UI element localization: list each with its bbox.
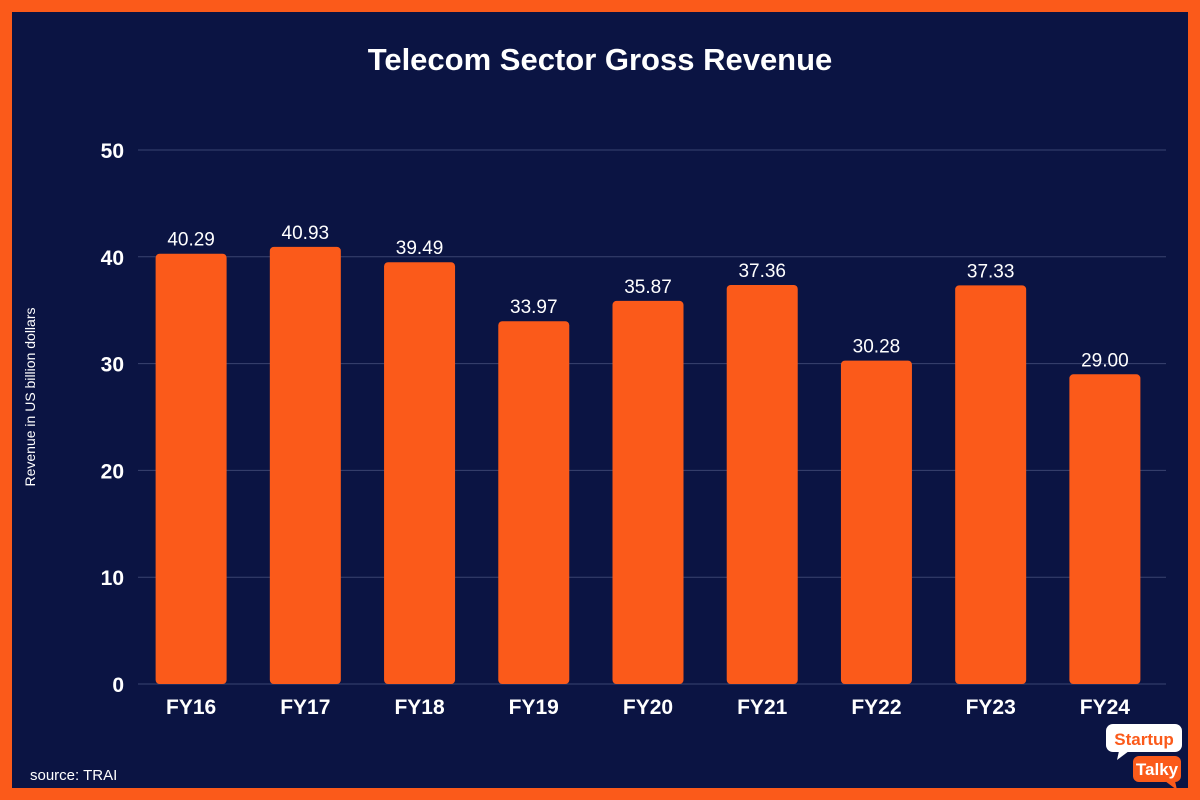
y-axis-label: Revenue in US billion dollars: [22, 307, 38, 487]
logo-orange-bubble: [1133, 756, 1181, 782]
y-tick-label: 20: [101, 460, 124, 483]
logo-white-bubble: [1106, 724, 1182, 752]
y-tick-label: 10: [101, 567, 124, 590]
logo-text-startup: Startup: [1114, 730, 1174, 749]
y-tick-label: 0: [112, 674, 124, 697]
bar: [955, 285, 1027, 684]
data-label: 29.00: [1081, 350, 1129, 371]
bar: [269, 246, 341, 684]
logo-white-bubble-tail: [1117, 751, 1129, 760]
y-tick-label: 30: [101, 354, 124, 377]
logo-orange-bubble-tail: [1165, 781, 1177, 790]
x-tick-label: FY21: [737, 696, 788, 719]
x-tick-label: FY19: [509, 696, 559, 719]
bar: [498, 321, 570, 684]
data-label: 33.97: [510, 297, 558, 318]
data-label: 37.33: [967, 261, 1015, 282]
chart-title: Telecom Sector Gross Revenue: [367, 42, 833, 77]
data-label: 37.36: [738, 261, 786, 282]
x-tick-label: FY18: [394, 696, 445, 719]
data-label: 39.49: [396, 238, 444, 259]
bar-chart: 0 10 20 30 40 50 40.29 FY16 40.93 FY17 39.49 FY18 33…: [101, 140, 1166, 719]
bar: [384, 262, 456, 684]
x-tick-label: FY17: [280, 696, 330, 719]
x-tick-label: FY22: [851, 696, 901, 719]
bar: [840, 360, 912, 684]
y-tick-label: 40: [101, 247, 124, 270]
x-tick-label: FY23: [966, 696, 1016, 719]
bar: [155, 253, 227, 684]
startuptalky-logo: Startup Talky: [1106, 724, 1182, 790]
data-label: 35.87: [624, 277, 672, 298]
logo-text-talky: Talky: [1136, 760, 1179, 779]
source-note: source: TRAI: [30, 767, 118, 784]
x-tick-label: FY24: [1080, 696, 1131, 719]
chart-frame: Telecom Sector Gross Revenue 0 10 20 30 40 50…: [12, 12, 1188, 790]
data-label: 40.29: [167, 230, 215, 251]
data-label: 30.28: [853, 337, 901, 358]
bar: [612, 300, 684, 684]
x-tick-label: FY16: [166, 696, 216, 719]
data-label: 40.93: [282, 223, 330, 244]
bar: [726, 284, 798, 684]
y-tick-label: 50: [101, 140, 124, 163]
x-tick-label: FY20: [623, 696, 673, 719]
bar: [1069, 374, 1141, 684]
